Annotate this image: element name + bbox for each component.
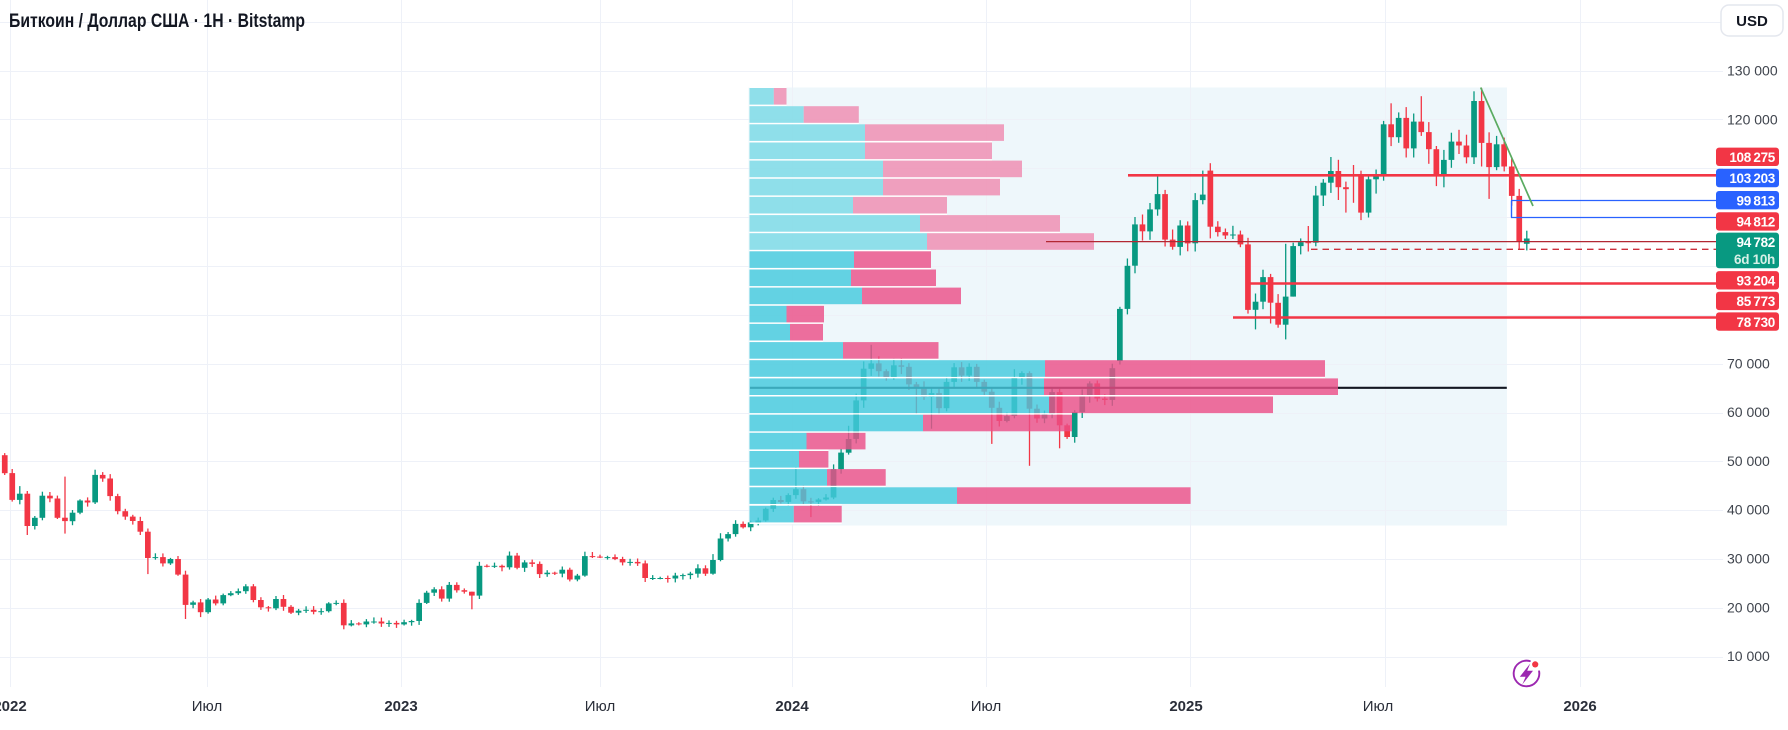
svg-text:Июл: Июл — [1363, 698, 1393, 715]
svg-text:103 203: 103 203 — [1729, 171, 1775, 186]
svg-text:2026: 2026 — [1563, 698, 1596, 715]
svg-text:94 812: 94 812 — [1737, 215, 1775, 230]
svg-text:99 813: 99 813 — [1737, 193, 1776, 208]
svg-text:Июл: Июл — [585, 698, 615, 715]
svg-text:2022: 2022 — [0, 698, 27, 715]
svg-text:2024: 2024 — [775, 698, 809, 715]
svg-text:130 000: 130 000 — [1727, 63, 1778, 79]
svg-text:6d 10h: 6d 10h — [1734, 252, 1775, 267]
svg-text:Биткоин / Доллар США · 1H · Bi: Биткоин / Доллар США · 1H · Bitstamp — [9, 11, 305, 32]
svg-text:20 000: 20 000 — [1727, 599, 1770, 615]
svg-text:60 000: 60 000 — [1727, 404, 1770, 420]
svg-text:120 000: 120 000 — [1727, 111, 1778, 127]
svg-text:93 204: 93 204 — [1737, 274, 1776, 289]
svg-text:10 000: 10 000 — [1727, 648, 1770, 664]
svg-text:94 782: 94 782 — [1737, 235, 1775, 250]
svg-text:50 000: 50 000 — [1727, 453, 1770, 469]
svg-text:2025: 2025 — [1169, 698, 1202, 715]
svg-text:30 000: 30 000 — [1727, 551, 1770, 567]
svg-text:Июл: Июл — [971, 698, 1001, 715]
svg-text:70 000: 70 000 — [1727, 355, 1770, 371]
svg-text:Июл: Июл — [192, 698, 222, 715]
svg-text:40 000: 40 000 — [1727, 502, 1770, 518]
svg-text:85 773: 85 773 — [1737, 294, 1776, 309]
svg-text:78 730: 78 730 — [1737, 315, 1775, 330]
svg-text:USD: USD — [1736, 13, 1768, 30]
svg-text:108 275: 108 275 — [1729, 150, 1775, 165]
svg-text:2023: 2023 — [384, 698, 417, 715]
